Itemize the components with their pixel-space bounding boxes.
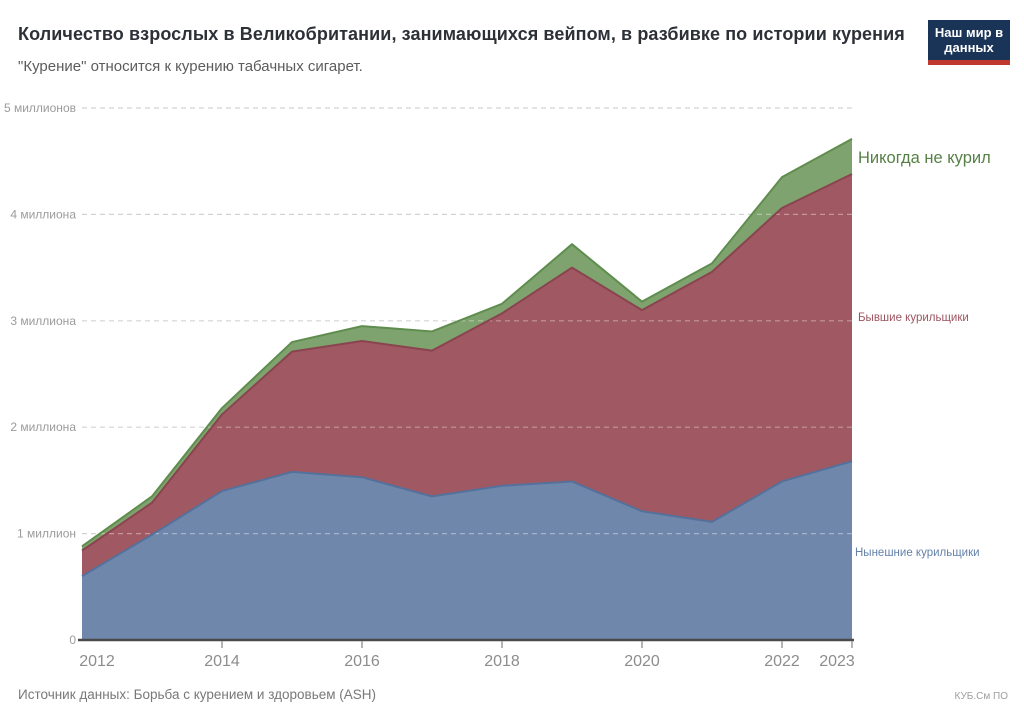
legend-label-former-smokers: Бывшие курильщики bbox=[858, 312, 969, 324]
area-current-smokers bbox=[82, 461, 852, 640]
x-axis-tick-label: 2012 bbox=[79, 653, 115, 670]
area-former-smokers bbox=[82, 173, 852, 577]
source-note: Источник данных: Борьба с курением и здо… bbox=[18, 687, 377, 702]
x-axis-tick-label: 2020 bbox=[624, 653, 660, 670]
line-never-smoked bbox=[81, 137, 853, 548]
page-title: Количество взрослых в Великобритании, за… bbox=[18, 24, 905, 44]
y-axis-tick-label: 3 миллиона bbox=[10, 314, 76, 328]
logo-red-stripe bbox=[928, 60, 1010, 65]
line-current-smokers bbox=[81, 460, 853, 578]
y-axis-tick-label: 2 миллиона bbox=[10, 420, 76, 434]
logo-line2: данных bbox=[944, 40, 994, 55]
x-axis-tick-label: 2023 bbox=[819, 653, 855, 670]
x-axis-tick-label: 2018 bbox=[484, 653, 520, 670]
y-axis-tick-label: 0 bbox=[69, 633, 76, 647]
y-axis-tick-label: 4 миллиона bbox=[10, 207, 76, 221]
logo-line1: Наш мир в bbox=[934, 25, 1004, 40]
x-axis-tick-label: 2014 bbox=[204, 653, 240, 670]
legend-label-current-smokers: Нынешние курильщики bbox=[855, 547, 980, 559]
line-former-smokers bbox=[81, 173, 853, 552]
owid-logo[interactable]: Наш мир в данных bbox=[928, 20, 1010, 65]
owid-logo-text: Наш мир в данных bbox=[928, 25, 1010, 55]
page-subtitle: "Курение" относится к курению табачных с… bbox=[18, 58, 363, 75]
y-axis-tick-label: 1 миллион bbox=[17, 527, 76, 541]
license-note: КУБ.См ПО bbox=[954, 691, 1008, 702]
y-axis-tick-label: 5 миллионов bbox=[4, 101, 76, 115]
legend-label-never-smoked: Никогда не курил bbox=[858, 149, 991, 167]
x-axis-tick-label: 2016 bbox=[344, 653, 380, 670]
x-axis-tick-label: 2022 bbox=[764, 653, 800, 670]
